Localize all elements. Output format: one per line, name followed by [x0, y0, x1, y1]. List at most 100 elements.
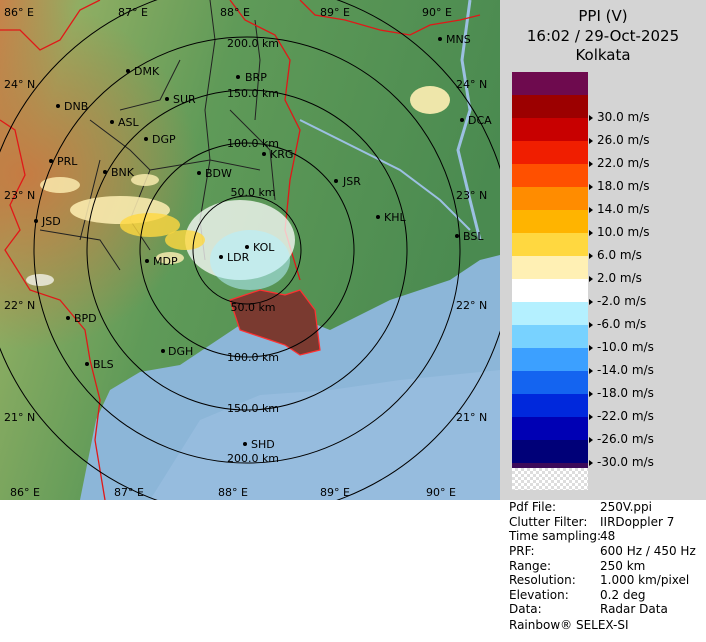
- legend-label: -6.0 m/s: [589, 317, 646, 331]
- legend-label: -26.0 m/s: [589, 432, 654, 446]
- legend-swatch: [512, 233, 588, 256]
- svg-text:KHL: KHL: [384, 211, 406, 224]
- legend-label: 2.0 m/s: [589, 271, 642, 285]
- info-value: 250 km: [600, 559, 646, 573]
- legend-label: 26.0 m/s: [589, 133, 650, 147]
- station-mns: MNS: [438, 33, 471, 46]
- footer-credit: Rainbow® SELEX-SI: [509, 618, 629, 632]
- lat-label-left-3: 21° N: [4, 411, 35, 424]
- info-key: Elevation:: [509, 588, 569, 602]
- sundarbans: [229, 289, 321, 356]
- info-value: 250V.ppi: [600, 500, 652, 514]
- legend-swatch: [512, 440, 588, 463]
- legend-swatch: [512, 164, 588, 187]
- info-value: IIRDoppler 7: [600, 515, 675, 529]
- svg-text:BLS: BLS: [93, 358, 114, 371]
- lat-label-left-2: 22° N: [4, 299, 35, 312]
- svg-text:DNB: DNB: [64, 100, 88, 113]
- info-value: 600 Hz / 450 Hz: [600, 544, 696, 558]
- legend-swatch: [512, 95, 588, 118]
- lon-label-bottom-4: 90° E: [426, 486, 456, 499]
- station-sur: SUR: [165, 93, 196, 106]
- station-jsd: JSD: [34, 215, 61, 228]
- legend-label: -22.0 m/s: [589, 409, 654, 423]
- svg-text:PRL: PRL: [57, 155, 78, 168]
- lon-label-bottom-2: 88° E: [218, 486, 248, 499]
- station-bsl: BSL: [455, 230, 484, 243]
- radar-echoes: [26, 86, 450, 290]
- range-label-n-200: 200.0 km: [227, 37, 279, 50]
- info-key: Pdf File:: [509, 500, 557, 514]
- svg-text:BRP: BRP: [245, 71, 267, 84]
- lon-label-bottom-1: 87° E: [114, 486, 144, 499]
- station-khl: KHL: [376, 211, 406, 224]
- lon-label-top-4: 90° E: [422, 6, 452, 19]
- lon-label-bottom-3: 89° E: [320, 486, 350, 499]
- district-boundaries: [39, 0, 276, 271]
- brahmaputra-river: [456, 0, 482, 241]
- station-bnk: BNK: [103, 166, 135, 179]
- product-title: PPI (V): [578, 7, 628, 25]
- legend-label: 22.0 m/s: [589, 156, 650, 170]
- info-value: 1.000 km/pixel: [600, 573, 690, 587]
- legend-label: -10.0 m/s: [589, 340, 654, 354]
- lon-label-bottom-0: 86° E: [10, 486, 40, 499]
- station-krg: KRG: [262, 148, 293, 161]
- svg-text:BDW: BDW: [205, 167, 232, 180]
- radar-map: 86° E 87° E 88° E 89° E 90° E 86° E 87° …: [0, 0, 500, 500]
- svg-text:KRG: KRG: [270, 148, 293, 161]
- legend-nodata-swatch: [512, 468, 588, 490]
- legend-swatch: [512, 141, 588, 164]
- info-key: Clutter Filter:: [509, 515, 588, 529]
- station-dgp: DGP: [144, 133, 176, 146]
- legend-label: 6.0 m/s: [589, 248, 642, 262]
- range-label-n-50: 50.0 km: [230, 186, 275, 199]
- station-asl: ASL: [110, 116, 140, 129]
- legend-swatch: [512, 325, 588, 348]
- info-key: Resolution:: [509, 573, 576, 587]
- range-label-s-100: 100.0 km: [227, 351, 279, 364]
- station-jsr: JSR: [334, 175, 361, 188]
- station-dca: DCA: [460, 114, 492, 127]
- legend-label: 10.0 m/s: [589, 225, 650, 239]
- legend-swatch: [512, 210, 588, 233]
- legend-label: -30.0 m/s: [589, 455, 654, 469]
- legend-label: -2.0 m/s: [589, 294, 646, 308]
- station-dgh: DGH: [161, 345, 193, 358]
- range-label-s-50: 50.0 km: [230, 301, 275, 314]
- range-label-s-150: 150.0 km: [227, 402, 279, 415]
- svg-text:DGP: DGP: [152, 133, 176, 146]
- station-ldr: LDR: [219, 251, 250, 264]
- station-bls: BLS: [85, 358, 114, 371]
- svg-text:BNK: BNK: [111, 166, 135, 179]
- legend-panel: PPI (V) 16:02 / 29-Oct-2025 Kolkata 30.0…: [500, 0, 706, 500]
- legend-swatch: [512, 256, 588, 279]
- info-key: Data:: [509, 602, 542, 616]
- svg-text:DCA: DCA: [468, 114, 492, 127]
- lat-label-right-3: 21° N: [456, 411, 487, 424]
- datetime-title: 16:02 / 29-Oct-2025: [526, 27, 680, 45]
- legend-swatch: [512, 417, 588, 440]
- legend-swatch: [512, 118, 588, 141]
- station-shd: SHD: [243, 438, 275, 451]
- info-value: Radar Data: [600, 602, 668, 616]
- lon-label-top-2: 88° E: [220, 6, 250, 19]
- svg-text:MDP: MDP: [153, 255, 178, 268]
- svg-text:ASL: ASL: [118, 116, 140, 129]
- info-key: PRF:: [509, 544, 535, 558]
- state-boundary: [0, 0, 481, 500]
- range-label-s-200: 200.0 km: [227, 452, 279, 465]
- station-mdp: MDP: [145, 255, 178, 268]
- legend-label: 14.0 m/s: [589, 202, 650, 216]
- svg-text:JSD: JSD: [41, 215, 61, 228]
- legend-swatch: [512, 72, 588, 95]
- legend-swatch: [512, 302, 588, 325]
- lon-label-top-1: 87° E: [118, 6, 148, 19]
- station-brp: BRP: [236, 71, 267, 84]
- svg-text:SUR: SUR: [173, 93, 196, 106]
- svg-text:KOL: KOL: [253, 241, 275, 254]
- station-dmk: DMK: [126, 65, 160, 78]
- lat-label-right-2: 22° N: [456, 299, 487, 312]
- legend-label: 18.0 m/s: [589, 179, 650, 193]
- station-prl: PRL: [49, 155, 78, 168]
